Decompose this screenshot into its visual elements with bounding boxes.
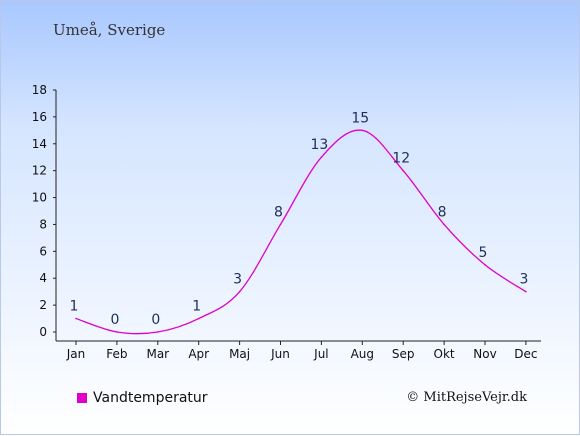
x-tick-label: Jul — [313, 347, 328, 361]
data-label: 1 — [192, 299, 201, 315]
data-point — [279, 223, 282, 226]
series-line-vandtemperatur — [75, 129, 527, 335]
x-tick-label: Aug — [351, 347, 374, 361]
data-point — [320, 156, 323, 159]
x-tick-label: Jan — [66, 347, 86, 361]
data-point — [75, 317, 77, 320]
legend: Vandtemperatur — [77, 390, 208, 406]
y-tick-label: 2 — [39, 298, 47, 312]
data-point — [402, 169, 405, 172]
data-label: 0 — [151, 312, 160, 328]
data-point — [443, 223, 445, 226]
data-point — [484, 263, 486, 266]
data-label: 8 — [438, 204, 447, 220]
y-tick-label: 16 — [32, 110, 47, 124]
data-point — [116, 331, 118, 333]
data-label: 13 — [310, 137, 328, 153]
legend-label: Vandtemperatur — [93, 390, 208, 406]
data-point — [157, 331, 159, 333]
x-tick-label: Dec — [514, 347, 537, 361]
data-point — [197, 317, 200, 320]
data-label: 15 — [351, 110, 369, 126]
data-label: 12 — [392, 151, 410, 167]
data-label: 1 — [70, 299, 79, 315]
x-tick-label: Mar — [146, 347, 169, 361]
y-tick-label: 6 — [39, 244, 47, 258]
x-tick-label: Maj — [229, 347, 250, 361]
x-tick-label: Apr — [188, 347, 209, 361]
y-tick-label: 12 — [32, 164, 47, 178]
data-point — [361, 129, 364, 132]
legend-swatch — [77, 393, 87, 403]
location-title: Umeå, Sverige — [53, 21, 166, 39]
data-label: 5 — [479, 245, 488, 261]
y-tick-label: 0 — [39, 325, 47, 339]
data-point — [238, 290, 241, 293]
x-tick-label: Okt — [434, 347, 455, 361]
y-tick-label: 10 — [32, 191, 47, 205]
x-tick-label: Sep — [392, 347, 415, 361]
x-tick-label: Feb — [106, 347, 127, 361]
y-tick-label: 8 — [39, 217, 47, 231]
data-label: 0 — [110, 312, 119, 328]
y-tick-label: 4 — [39, 271, 47, 285]
data-label: 3 — [519, 272, 528, 288]
x-tick-label: Jun — [270, 347, 290, 361]
data-label: 8 — [274, 204, 283, 220]
data-point — [525, 290, 527, 293]
x-tick-label: Nov — [473, 347, 496, 361]
y-tick-label: 14 — [32, 137, 47, 151]
credit-text: © MitRejseVejr.dk — [406, 390, 527, 405]
data-label: 3 — [233, 272, 242, 288]
y-tick-label: 18 — [32, 83, 47, 97]
